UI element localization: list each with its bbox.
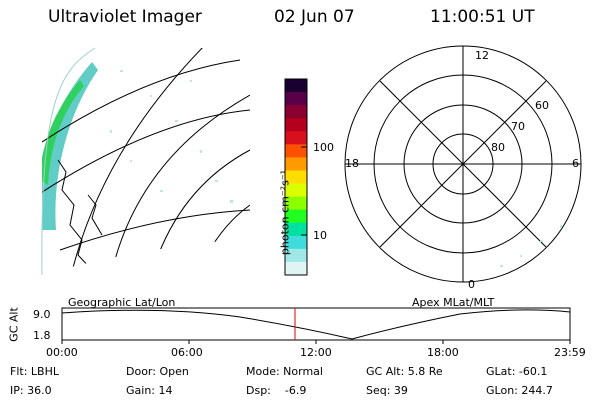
colorbar-segment (285, 131, 307, 145)
altitude-trace (61, 309, 571, 340)
aurora-band (42, 62, 98, 230)
status-gain: Gain: 14 (126, 384, 173, 397)
colorbar-segment (285, 105, 307, 119)
mlt-label-0: 0 (468, 278, 475, 291)
status-glat: GLat: -60.1 (486, 365, 548, 378)
mlat-label-80: 80 (491, 141, 505, 154)
colorbar-segment (285, 157, 307, 171)
timeline-y-tick-min: 1.8 (33, 329, 51, 342)
status-dsp: Dsp: -6.9 (246, 384, 307, 397)
colorbar-segment (285, 209, 307, 224)
colorbar-segment (285, 235, 307, 250)
colorbar-segment (285, 261, 307, 276)
colorbar-segment (285, 222, 307, 237)
status-door: Door: Open (126, 365, 189, 378)
status-seq: Seq: 39 (366, 384, 408, 397)
colorbar-segment (285, 144, 307, 158)
timeline-x-tick-0600: 06:00 (171, 346, 203, 359)
timeline-y-tick-max: 9.0 (33, 308, 51, 321)
colorbar-segment (285, 118, 307, 132)
status-glon: GLon: 244.7 (486, 384, 553, 397)
timeline-x-tick-0000: 00:00 (46, 346, 78, 359)
mlt-label-12: 12 (475, 49, 489, 62)
timeline-x-tick-1200: 12:00 (300, 346, 332, 359)
colorbar-segment (285, 170, 307, 185)
timeline-x-tick-2359: 23:59 (554, 346, 586, 359)
mlt-label-18: 18 (345, 157, 359, 170)
timeline-right-caption: Apex MLat/MLT (412, 296, 495, 309)
status-ip: IP: 36.0 (10, 384, 52, 397)
coastline-detail (87, 194, 103, 236)
colorbar-segment (285, 79, 307, 93)
instrument-title: Ultraviolet Imager (48, 7, 202, 27)
colorbar-segment (285, 196, 307, 211)
status-filter: Flt: LBHL (10, 365, 59, 378)
colorbar-segment (285, 248, 307, 263)
mlat-label-70: 70 (511, 120, 525, 133)
mlat-label-60: 60 (535, 99, 549, 112)
timeline-x-tick-1800: 18:00 (427, 346, 459, 359)
observation-time: 11:00:51 UT (430, 7, 535, 27)
colorbar-segment (285, 183, 307, 198)
colorbar-segment (285, 92, 307, 106)
colorbar-tick-10: 10 (313, 229, 327, 242)
status-gc-alt: GC Alt: 5.8 Re (366, 365, 443, 378)
mlt-label-6: 6 (572, 157, 579, 170)
observation-date: 02 Jun 07 (274, 7, 355, 27)
colorbar-tick-100: 100 (313, 141, 334, 154)
timeline-left-caption: Geographic Lat/Lon (68, 296, 176, 309)
status-mode: Mode: Normal (246, 365, 323, 378)
